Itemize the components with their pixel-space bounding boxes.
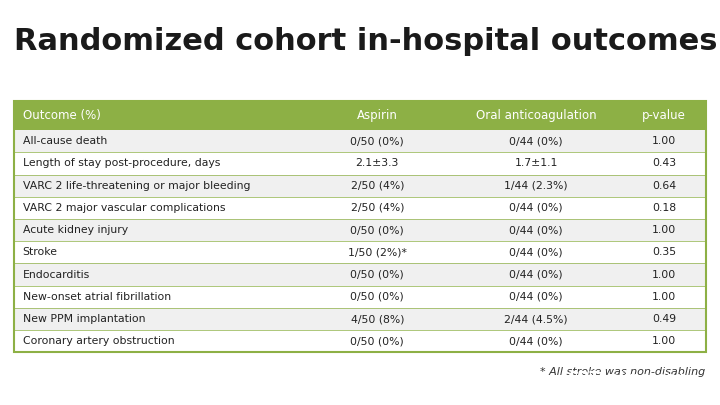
- Text: 0/44 (0%): 0/44 (0%): [510, 225, 563, 235]
- Text: VARC 2 life-threatening or major bleeding: VARC 2 life-threatening or major bleedin…: [23, 181, 250, 191]
- Bar: [14, 330, 305, 352]
- Bar: [14, 130, 305, 152]
- Bar: [623, 101, 706, 130]
- Bar: [450, 175, 623, 197]
- Bar: [14, 286, 305, 308]
- Bar: [14, 308, 305, 330]
- Bar: [305, 308, 450, 330]
- Bar: [450, 241, 623, 264]
- Text: 0/44 (0%): 0/44 (0%): [510, 336, 563, 346]
- Text: 1.7±1.1: 1.7±1.1: [515, 158, 558, 168]
- Bar: [623, 286, 706, 308]
- Bar: [305, 286, 450, 308]
- Bar: [623, 308, 706, 330]
- Text: 0.35: 0.35: [652, 247, 676, 257]
- Text: * All stroke was non-disabling: * All stroke was non-disabling: [540, 367, 706, 377]
- Text: New PPM implantation: New PPM implantation: [23, 314, 145, 324]
- Bar: [450, 197, 623, 219]
- Bar: [623, 219, 706, 241]
- Bar: [623, 152, 706, 175]
- Text: 1.00: 1.00: [652, 336, 676, 346]
- Bar: [305, 197, 450, 219]
- Bar: [450, 101, 623, 130]
- Bar: [14, 241, 305, 264]
- Bar: [14, 101, 305, 130]
- Text: 2/50 (4%): 2/50 (4%): [351, 181, 404, 191]
- Text: 1/44 (2.3%): 1/44 (2.3%): [505, 181, 568, 191]
- Text: 2.1±3.3: 2.1±3.3: [356, 158, 399, 168]
- Bar: [623, 241, 706, 264]
- Bar: [623, 197, 706, 219]
- Text: 0/50 (0%): 0/50 (0%): [351, 292, 404, 302]
- Text: 1.00: 1.00: [652, 292, 676, 302]
- Bar: [305, 219, 450, 241]
- Bar: [450, 152, 623, 175]
- Text: 0/50 (0%): 0/50 (0%): [351, 336, 404, 346]
- Text: 1/50 (2%)*: 1/50 (2%)*: [348, 247, 407, 257]
- Text: 4/50 (8%): 4/50 (8%): [351, 314, 404, 324]
- Text: 2/50 (4%): 2/50 (4%): [351, 203, 404, 213]
- Text: Randomized cohort in-hospital outcomes: Randomized cohort in-hospital outcomes: [14, 27, 718, 56]
- Bar: [305, 130, 450, 152]
- Bar: [305, 264, 450, 286]
- Bar: [450, 286, 623, 308]
- Bar: [450, 308, 623, 330]
- Text: 1.00: 1.00: [652, 270, 676, 279]
- Text: 0/44 (0%): 0/44 (0%): [510, 136, 563, 146]
- Bar: [623, 130, 706, 152]
- Bar: [305, 175, 450, 197]
- Text: Outcome (%): Outcome (%): [23, 109, 101, 122]
- Text: 0/44 (0%): 0/44 (0%): [510, 247, 563, 257]
- Text: CRT20: CRT20: [19, 370, 82, 388]
- Bar: [450, 264, 623, 286]
- Bar: [623, 330, 706, 352]
- Text: Oral anticoagulation: Oral anticoagulation: [476, 109, 597, 122]
- Text: 0/50 (0%): 0/50 (0%): [351, 225, 404, 235]
- Bar: [623, 175, 706, 197]
- Text: Acute kidney injury: Acute kidney injury: [23, 225, 128, 235]
- Text: Length of stay post-procedure, days: Length of stay post-procedure, days: [23, 158, 220, 168]
- Bar: [14, 197, 305, 219]
- Text: 0.64: 0.64: [652, 181, 676, 191]
- Text: 1.00: 1.00: [652, 225, 676, 235]
- Text: 0/44 (0%): 0/44 (0%): [510, 203, 563, 213]
- Bar: [14, 175, 305, 197]
- Text: All-cause death: All-cause death: [23, 136, 107, 146]
- Bar: [14, 152, 305, 175]
- Text: 0/44 (0%): 0/44 (0%): [510, 292, 563, 302]
- Text: New-onset atrial fibrillation: New-onset atrial fibrillation: [23, 292, 171, 302]
- Text: Stroke: Stroke: [23, 247, 58, 257]
- Bar: [305, 241, 450, 264]
- Text: 2/44 (4.5%): 2/44 (4.5%): [505, 314, 568, 324]
- Text: 0/50 (0%): 0/50 (0%): [351, 270, 404, 279]
- Bar: [14, 219, 305, 241]
- Bar: [305, 101, 450, 130]
- Bar: [623, 264, 706, 286]
- Text: Coronary artery obstruction: Coronary artery obstruction: [23, 336, 174, 346]
- Text: 0/50 (0%): 0/50 (0%): [351, 136, 404, 146]
- Text: 0.18: 0.18: [652, 203, 676, 213]
- Bar: [305, 152, 450, 175]
- Bar: [450, 130, 623, 152]
- Text: Endocarditis: Endocarditis: [23, 270, 90, 279]
- Bar: [450, 330, 623, 352]
- Text: p-value: p-value: [642, 109, 686, 122]
- Text: VARC 2 major vascular complications: VARC 2 major vascular complications: [23, 203, 225, 213]
- Text: 0/44 (0%): 0/44 (0%): [510, 270, 563, 279]
- Bar: [305, 330, 450, 352]
- Text: 0.43: 0.43: [652, 158, 676, 168]
- Bar: [14, 264, 305, 286]
- Bar: [450, 219, 623, 241]
- Text: CRTonline.org: CRTonline.org: [567, 371, 685, 386]
- Text: 0.49: 0.49: [652, 314, 676, 324]
- Text: Aspirin: Aspirin: [357, 109, 397, 122]
- Text: 1.00: 1.00: [652, 136, 676, 146]
